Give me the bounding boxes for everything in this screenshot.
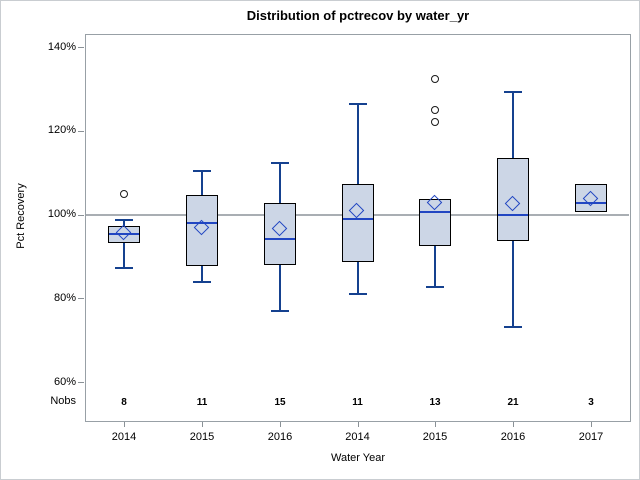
- whisker-cap-low: [426, 285, 444, 288]
- y-tick-mark: [78, 130, 84, 132]
- y-tick-mark: [78, 214, 84, 216]
- x-tick-label: 2015: [422, 431, 448, 443]
- box-iqr: [341, 183, 374, 262]
- y-tick-label: 100%: [47, 208, 76, 220]
- y-tick-mark: [78, 47, 84, 48]
- y-tick-label: 120%: [47, 124, 76, 137]
- y-tick-label: 140%: [47, 40, 76, 53]
- whisker-cap-low: [115, 266, 133, 269]
- box-iqr: [575, 184, 607, 212]
- box-iqr: [264, 202, 296, 266]
- x-tick-label: 2014: [111, 431, 137, 443]
- x-tick-label: 2014: [345, 431, 370, 443]
- whisker-cap-high: [115, 219, 133, 222]
- whisker-cap-high: [271, 161, 289, 164]
- x-tick-mark: [513, 422, 514, 427]
- y-tick-mark: [78, 298, 84, 300]
- x-tick-mark: [357, 422, 359, 427]
- x-tick-mark: [202, 422, 203, 427]
- x-tick-mark: [591, 422, 592, 427]
- outlier-point: [431, 74, 439, 83]
- nobs-value: 11: [196, 397, 208, 408]
- nobs-value: 3: [588, 397, 594, 408]
- whisker-cap-high: [504, 90, 522, 93]
- y-tick-mark: [78, 382, 84, 383]
- y-tick-label: 60%: [53, 375, 76, 388]
- median-line: [265, 238, 295, 241]
- whisker-cap-low: [271, 309, 289, 312]
- whisker-stem: [123, 220, 125, 268]
- x-tick-mark: [124, 422, 125, 427]
- y-tick-label: 80%: [53, 291, 76, 304]
- outlier-point: [431, 106, 439, 115]
- x-tick-mark: [280, 422, 281, 427]
- chart-title: Distribution of pctrecov by water_yr: [246, 8, 470, 23]
- median-line: [342, 217, 373, 220]
- whisker-cap-low: [504, 325, 522, 328]
- x-tick-label: 2017: [578, 431, 604, 443]
- outlier-point: [431, 118, 439, 127]
- median-line: [109, 233, 139, 236]
- x-axis-title: Water Year: [330, 452, 385, 464]
- box-iqr: [186, 195, 218, 266]
- x-tick-label: 2016: [500, 431, 526, 443]
- x-tick-mark: [435, 422, 436, 427]
- box-iqr: [419, 198, 451, 246]
- nobs-value: 15: [274, 397, 286, 408]
- whisker-cap-high: [348, 102, 367, 105]
- median-line: [576, 201, 606, 204]
- nobs-value: 21: [507, 397, 519, 408]
- x-tick-label: 2015: [189, 431, 215, 443]
- box-iqr: [497, 157, 529, 242]
- outlier-point: [120, 189, 128, 198]
- y-axis-title-text: Pct Recovery: [15, 183, 27, 249]
- nobs-row-label: Nobs: [50, 395, 76, 407]
- median-line: [187, 221, 217, 224]
- whisker-cap-low: [348, 293, 367, 296]
- median-line: [498, 213, 528, 216]
- whisker-cap-low: [193, 280, 211, 283]
- nobs-value: 13: [429, 397, 441, 408]
- median-line: [420, 211, 450, 214]
- x-tick-label: 2016: [267, 431, 293, 443]
- nobs-value: 11: [352, 397, 363, 408]
- nobs-value: 8: [121, 397, 127, 408]
- whisker-cap-high: [193, 169, 211, 172]
